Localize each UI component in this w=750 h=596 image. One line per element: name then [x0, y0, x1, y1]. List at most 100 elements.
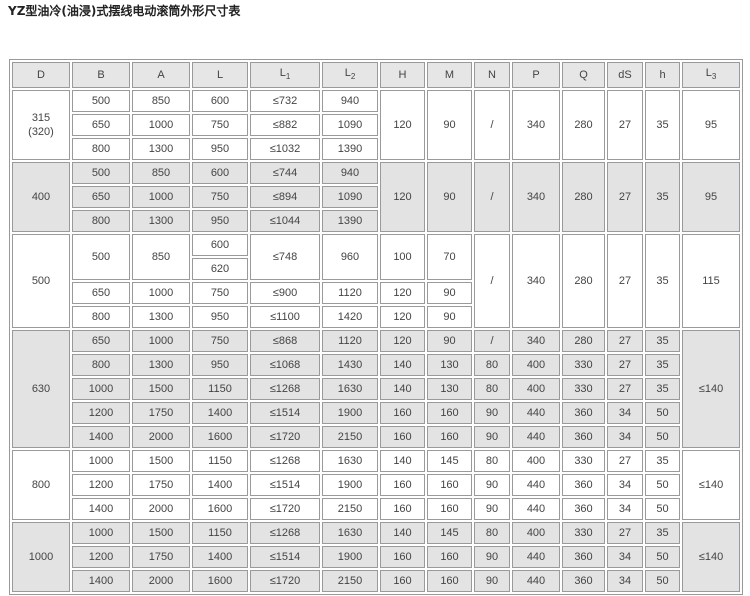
- table-cell: 1630: [322, 522, 378, 544]
- table-cell: 650: [72, 186, 130, 208]
- table-cell: 950: [192, 354, 248, 376]
- table-cell: 145: [427, 450, 472, 472]
- table-cell: 2000: [132, 498, 190, 520]
- table-cell: 750: [192, 282, 248, 304]
- header-cell: D: [12, 62, 70, 88]
- table-cell: 80: [474, 354, 510, 376]
- table-cell: 1000: [132, 282, 190, 304]
- table-row: 620: [12, 258, 740, 280]
- table-cell: 800: [72, 354, 130, 376]
- table-row: 800 1300 950 ≤1100 1420 120 90: [12, 306, 740, 328]
- table-cell: 600: [192, 162, 248, 184]
- header-cell: L1: [250, 62, 320, 88]
- table-cell: ≤1032: [250, 138, 320, 160]
- header-cell: Q: [562, 62, 605, 88]
- table-cell: 90: [474, 474, 510, 496]
- table-cell: 1200: [72, 546, 130, 568]
- table-cell: 950: [192, 138, 248, 160]
- table-cell: 440: [512, 570, 560, 592]
- table-cell: 1200: [72, 402, 130, 424]
- header-cell: P: [512, 62, 560, 88]
- table-cell: 500: [12, 234, 70, 328]
- table-cell: 1120: [322, 282, 378, 304]
- table-row: 800 1300 950 ≤1044 1390: [12, 210, 740, 232]
- table-cell: 50: [645, 402, 680, 424]
- table-cell: 500: [72, 162, 130, 184]
- table-cell: 2150: [322, 426, 378, 448]
- table-cell: 140: [380, 354, 425, 376]
- table-cell: 120: [380, 90, 425, 160]
- table-cell: 160: [380, 426, 425, 448]
- table-cell: 650: [72, 114, 130, 136]
- table-cell: ≤1514: [250, 546, 320, 568]
- table-cell: 440: [512, 402, 560, 424]
- table-cell: 50: [645, 498, 680, 520]
- table-cell: 280: [562, 90, 605, 160]
- table-row: 1400 2000 1600 ≤1720 2150 160 160 90 440 360 34 50: [12, 570, 740, 592]
- table-cell: 1630: [322, 378, 378, 400]
- table-cell: 1150: [192, 450, 248, 472]
- table-cell: 1900: [322, 474, 378, 496]
- table-cell: 1600: [192, 570, 248, 592]
- table-cell: 940: [322, 90, 378, 112]
- table-cell: 1000: [132, 186, 190, 208]
- table-row: 650 1000 750 ≤900 1120 120 90: [12, 282, 740, 304]
- table-cell: 1750: [132, 546, 190, 568]
- table-cell: 27: [607, 522, 643, 544]
- table-cell: 630: [12, 330, 70, 448]
- table-cell: 1630: [322, 450, 378, 472]
- table-cell: ≤140: [682, 450, 740, 520]
- table-cell: 340: [512, 330, 560, 352]
- table-cell: 1300: [132, 306, 190, 328]
- table-cell: 1150: [192, 522, 248, 544]
- table-cell: 340: [512, 162, 560, 232]
- table-cell: 360: [562, 402, 605, 424]
- table-cell: 280: [562, 330, 605, 352]
- header-cell: H: [380, 62, 425, 88]
- table-cell: 160: [427, 498, 472, 520]
- table-cell: ≤1268: [250, 450, 320, 472]
- table-cell: 50: [645, 546, 680, 568]
- table-cell: 80: [474, 450, 510, 472]
- table-cell: ≤882: [250, 114, 320, 136]
- table-cell: 35: [645, 522, 680, 544]
- table-cell: 27: [607, 354, 643, 376]
- table-cell: 1000: [132, 114, 190, 136]
- title: YZ型油冷(油浸)式摆线电动滚筒外形尺寸表: [8, 4, 241, 18]
- table-cell: 1900: [322, 402, 378, 424]
- table-cell: 330: [562, 522, 605, 544]
- header-text: A: [157, 69, 165, 81]
- header-cell: L: [192, 62, 248, 88]
- table-cell: 340: [512, 234, 560, 328]
- table-cell: 160: [380, 474, 425, 496]
- table-cell: 940: [322, 162, 378, 184]
- table-cell: 400: [512, 378, 560, 400]
- header-text: M: [444, 69, 455, 81]
- table-cell: ≤744: [250, 162, 320, 184]
- table-cell: 160: [427, 546, 472, 568]
- table-cell: 800: [72, 138, 130, 160]
- table-cell: 35: [645, 378, 680, 400]
- table-cell: 1200: [72, 474, 130, 496]
- table-cell: 160: [427, 402, 472, 424]
- table-cell: 400: [12, 162, 70, 232]
- table-row: 800 1300 950 ≤1032 1390: [12, 138, 740, 160]
- table-cell: 950: [192, 306, 248, 328]
- table-cell: 35: [645, 162, 680, 232]
- table-cell: 800: [72, 306, 130, 328]
- header-cell: dS: [607, 62, 643, 88]
- table-cell: ≤1268: [250, 522, 320, 544]
- table-cell: 440: [512, 498, 560, 520]
- table-row: 1400 2000 1600 ≤1720 2150 160 160 90 440 360 34 50: [12, 426, 740, 448]
- table-cell: 1750: [132, 402, 190, 424]
- table-cell: 120: [380, 330, 425, 352]
- header-subscript: 1: [285, 72, 291, 82]
- table-cell: 400: [512, 354, 560, 376]
- table-row: 1200 1750 1400 ≤1514 1900 160 160 90 440 360 34 50: [12, 474, 740, 496]
- table-cell: 1000: [72, 450, 130, 472]
- table-cell: ≤1514: [250, 474, 320, 496]
- table-cell: ≤1514: [250, 402, 320, 424]
- table-cell: ≤748: [250, 234, 320, 280]
